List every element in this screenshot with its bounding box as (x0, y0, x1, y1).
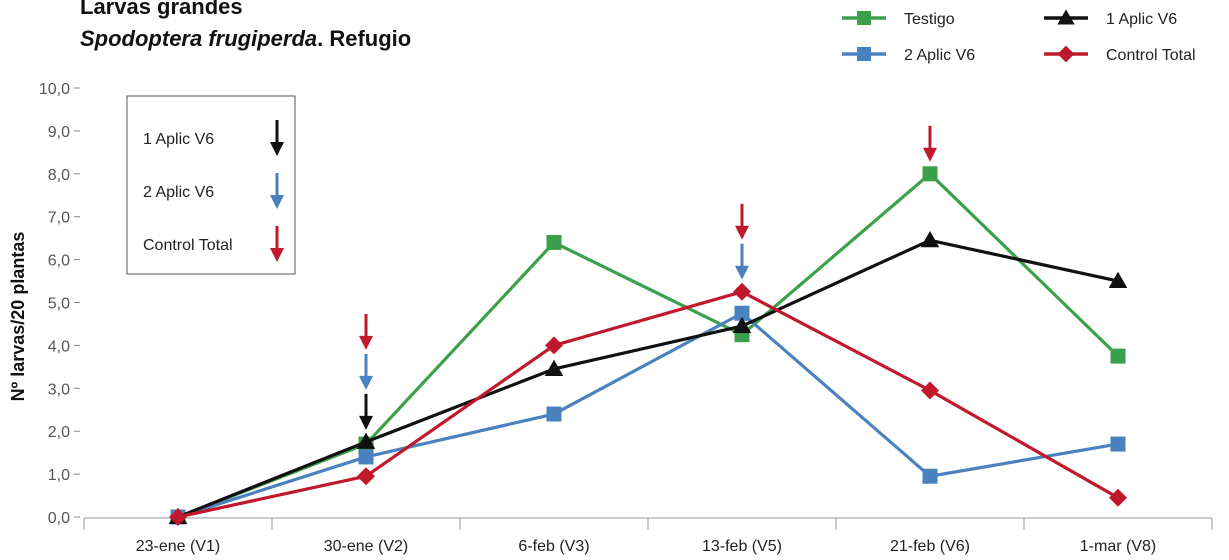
y-tick-label: 10,0 (39, 81, 70, 98)
application-arrow-control-total (923, 125, 937, 162)
arrow-head (359, 375, 373, 390)
y-axis-label: Nº larvas/20 plantas (8, 232, 28, 402)
data-point (545, 336, 563, 355)
legend-item-testigo: Testigo (842, 11, 955, 28)
application-arrow-1-aplic-v6 (359, 393, 373, 430)
data-point (920, 230, 940, 248)
series-1-aplic-v6 (168, 230, 1128, 524)
series-2-aplic-v6 (170, 305, 1126, 525)
application-box-label: 1 Aplic V6 (143, 131, 214, 148)
data-point (544, 359, 564, 376)
application-box-arrow-1-aplic-v6 (270, 120, 284, 156)
application-arrow-control-total (359, 313, 373, 350)
arrow-head (270, 248, 284, 262)
application-arrow-2-aplic-v6 (735, 243, 749, 280)
application-box-label: Control Total (143, 237, 233, 254)
data-point (732, 316, 752, 334)
y-tick-label: 4,0 (48, 338, 70, 355)
legend-item-control-total: Control Total (1044, 45, 1196, 64)
y-tick-label: 1,0 (48, 467, 70, 484)
x-tick-label: 13-feb (V5) (702, 538, 782, 555)
x-tick-label: 21-feb (V6) (890, 538, 970, 555)
legend-label: Control Total (1106, 47, 1196, 64)
series-line (177, 238, 1119, 519)
x-tick-label: 30-ene (V2) (324, 538, 409, 555)
data-point (1110, 348, 1126, 364)
legend-swatch-marker (1057, 9, 1075, 25)
data-point (546, 406, 562, 422)
y-tick-label: 7,0 (48, 210, 70, 227)
application-box-frame (126, 95, 296, 275)
species-name: Spodoptera frugiperda (80, 26, 318, 51)
arrow-head (923, 147, 937, 162)
legend-label: 2 Aplic V6 (904, 47, 975, 64)
arrow-head (270, 142, 284, 156)
legend-item-1-aplic-v6: 1 Aplic V6 (1044, 9, 1177, 28)
data-point (358, 449, 374, 465)
series-line (177, 172, 1120, 519)
application-box-arrow-control-total (270, 226, 284, 262)
legend-swatch-marker (857, 47, 871, 61)
series-control-total (169, 282, 1127, 526)
x-tick-label: 23-ene (V1) (136, 538, 221, 555)
data-point (1108, 271, 1128, 289)
application-arrow-control-total (735, 203, 749, 240)
x-tick-label: 6-feb (V3) (518, 538, 589, 555)
y-tick-label: 9,0 (48, 124, 70, 141)
legend-label: 1 Aplic V6 (1106, 11, 1177, 28)
x-tick-label: 1-mar (V8) (1080, 538, 1156, 555)
y-tick-label: 2,0 (48, 424, 70, 441)
data-point (921, 381, 939, 400)
data-point (357, 467, 375, 486)
legend: Testigo 2 Aplic V6 1 Aplic V6 Control Total (842, 9, 1196, 64)
arrow-head (359, 415, 373, 430)
data-point (1109, 488, 1127, 507)
y-tick-label: 0,0 (48, 510, 70, 527)
y-tick-label: 6,0 (48, 253, 70, 270)
application-arrow-2-aplic-v6 (359, 353, 373, 390)
application-box-label: 2 Aplic V6 (143, 184, 214, 201)
application-box-arrow-2-aplic-v6 (270, 173, 284, 209)
data-point (1110, 436, 1126, 452)
data-point (922, 166, 938, 182)
series-line (177, 311, 1119, 519)
arrow-head (270, 195, 284, 209)
data-point (546, 234, 562, 250)
chart-title-line2: Spodoptera frugiperda. Refugio (80, 22, 411, 56)
legend-label: Testigo (904, 11, 955, 28)
y-tick-label: 3,0 (48, 381, 70, 398)
series-testigo (170, 166, 1126, 525)
chart-title: Larvas grandes Spodoptera frugiperda. Re… (80, 0, 411, 56)
data-point (922, 468, 938, 484)
chart-title-line1: Larvas grandes (80, 0, 243, 19)
data-point (169, 508, 187, 526)
legend-item-2-aplic-v6: 2 Aplic V6 (842, 47, 975, 64)
legend-swatch-marker (857, 11, 871, 25)
arrow-head (735, 225, 749, 240)
y-tick-label: 8,0 (48, 167, 70, 184)
legend-swatch-marker (1057, 45, 1075, 63)
series-line (177, 290, 1119, 519)
y-tick-label: 5,0 (48, 296, 70, 313)
data-point (733, 282, 751, 301)
arrow-head (735, 265, 749, 280)
arrow-head (359, 335, 373, 350)
application-box: 1 Aplic V6 2 Aplic V6 Control Total (126, 95, 296, 275)
title-suffix: . Refugio (317, 26, 412, 51)
data-point (356, 432, 376, 449)
data-point (734, 305, 750, 321)
